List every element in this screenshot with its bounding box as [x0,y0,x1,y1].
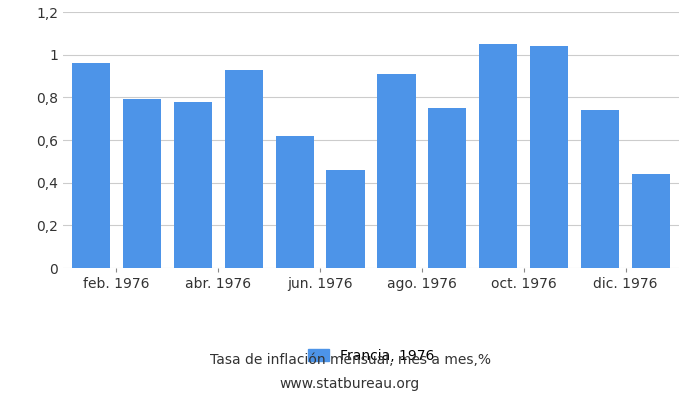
Bar [174,102,212,268]
Bar [377,74,416,268]
Bar [480,44,517,268]
Bar [72,63,110,268]
Bar [326,170,365,268]
Bar [428,108,466,268]
Legend: Francia, 1976: Francia, 1976 [302,344,440,368]
Bar [122,100,161,268]
Text: Tasa de inflación mensual, mes a mes,%: Tasa de inflación mensual, mes a mes,% [209,353,491,367]
Bar [530,46,568,268]
Bar [581,110,620,268]
Bar [632,174,670,268]
Bar [276,136,314,268]
Bar [225,70,262,268]
Text: www.statbureau.org: www.statbureau.org [280,377,420,391]
